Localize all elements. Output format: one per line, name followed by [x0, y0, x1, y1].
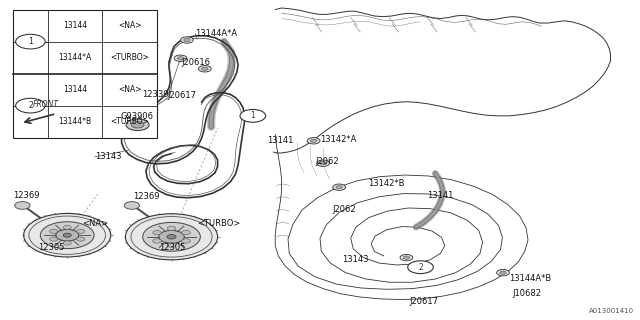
- Circle shape: [15, 202, 30, 209]
- Circle shape: [50, 229, 58, 233]
- Text: 12369: 12369: [133, 192, 159, 201]
- Circle shape: [500, 271, 506, 274]
- Circle shape: [63, 233, 71, 237]
- Text: 12305: 12305: [38, 243, 65, 252]
- Text: J2062: J2062: [315, 157, 339, 166]
- Circle shape: [167, 243, 176, 247]
- Circle shape: [15, 98, 45, 113]
- Text: 13142*A: 13142*A: [320, 135, 356, 144]
- Text: J10682: J10682: [512, 289, 541, 298]
- Circle shape: [497, 269, 509, 276]
- Circle shape: [182, 239, 190, 243]
- Text: 2: 2: [28, 101, 33, 110]
- Circle shape: [15, 34, 45, 49]
- Circle shape: [124, 202, 140, 209]
- Text: <NA>: <NA>: [118, 21, 141, 30]
- Circle shape: [400, 254, 413, 261]
- Text: <TURBO>: <TURBO>: [110, 117, 149, 126]
- Text: <NA>: <NA>: [82, 220, 108, 228]
- Text: 1: 1: [250, 111, 255, 120]
- Text: FRONT: FRONT: [33, 100, 59, 109]
- Text: J20617: J20617: [410, 297, 438, 306]
- Text: <TURBO>: <TURBO>: [197, 220, 241, 228]
- Circle shape: [63, 241, 71, 245]
- Bar: [13, 10, 157, 138]
- Text: 12305: 12305: [159, 243, 185, 252]
- Circle shape: [307, 138, 320, 144]
- Text: 13141: 13141: [268, 136, 294, 145]
- Circle shape: [336, 186, 342, 189]
- Circle shape: [182, 230, 190, 235]
- Text: 13144A*B: 13144A*B: [509, 274, 551, 283]
- Circle shape: [174, 55, 187, 61]
- Text: 13144: 13144: [63, 85, 87, 94]
- Circle shape: [153, 239, 161, 243]
- Circle shape: [408, 261, 433, 274]
- Circle shape: [403, 256, 410, 259]
- Circle shape: [202, 67, 208, 70]
- Circle shape: [63, 225, 71, 229]
- Text: J20616: J20616: [181, 58, 210, 67]
- Circle shape: [143, 222, 200, 251]
- Circle shape: [180, 37, 193, 43]
- Text: 13144*A: 13144*A: [59, 53, 92, 62]
- Circle shape: [77, 237, 84, 241]
- Circle shape: [153, 230, 161, 235]
- Text: 13142*B: 13142*B: [368, 180, 404, 188]
- Text: J20617: J20617: [168, 92, 196, 100]
- Circle shape: [56, 229, 79, 241]
- Text: 1: 1: [28, 37, 33, 46]
- Polygon shape: [272, 8, 624, 299]
- Circle shape: [317, 160, 330, 166]
- Circle shape: [126, 119, 149, 131]
- Circle shape: [184, 38, 190, 42]
- Text: <TURBO>: <TURBO>: [110, 53, 149, 62]
- Text: 13143: 13143: [95, 152, 121, 161]
- Text: 13141: 13141: [428, 191, 454, 200]
- Text: 13144: 13144: [63, 21, 87, 30]
- Circle shape: [177, 57, 184, 60]
- Circle shape: [310, 139, 317, 142]
- Circle shape: [198, 66, 211, 72]
- Circle shape: [40, 222, 94, 249]
- Circle shape: [167, 226, 176, 231]
- Circle shape: [320, 162, 326, 165]
- Text: 13144*B: 13144*B: [59, 117, 92, 126]
- Circle shape: [125, 214, 218, 260]
- Circle shape: [159, 230, 184, 243]
- Text: 13144A*A: 13144A*A: [195, 29, 237, 38]
- Text: 12339: 12339: [142, 90, 168, 99]
- Text: <NA>: <NA>: [118, 85, 141, 94]
- Circle shape: [24, 213, 111, 257]
- Circle shape: [240, 109, 266, 122]
- Circle shape: [167, 235, 176, 239]
- Circle shape: [50, 237, 58, 241]
- Text: 2: 2: [418, 263, 423, 272]
- Text: 12369: 12369: [13, 191, 39, 200]
- Text: 13143: 13143: [342, 255, 369, 264]
- Circle shape: [333, 184, 346, 190]
- Circle shape: [77, 229, 84, 233]
- Circle shape: [131, 122, 144, 128]
- Text: A013001410: A013001410: [588, 308, 634, 314]
- Text: J2062: J2062: [333, 205, 356, 214]
- Text: G93906: G93906: [120, 112, 154, 121]
